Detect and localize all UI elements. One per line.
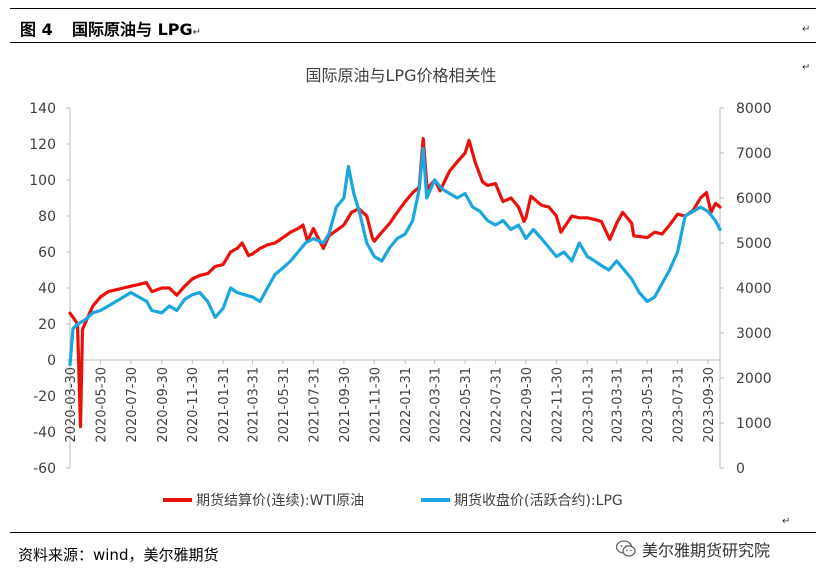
x-tick-label: 2023-07-31 bbox=[672, 367, 687, 443]
x-tick-label: 2021-11-30 bbox=[368, 367, 383, 443]
y-right-tick-label: 1000 bbox=[736, 416, 772, 432]
x-tick-label: 2021-07-31 bbox=[307, 367, 322, 443]
source-note: 资料来源：wind，美尔雅期货 bbox=[18, 546, 219, 564]
lpg-line bbox=[68, 146, 722, 367]
figure-header: 图 4 国际原油与 LPG↵ bbox=[10, 8, 816, 44]
paragraph-mark-icon: ↵ bbox=[802, 62, 811, 73]
y-right-tick-label: 2000 bbox=[736, 371, 772, 387]
header-top-rule bbox=[10, 8, 816, 9]
x-tick-label: 2021-05-31 bbox=[277, 367, 292, 443]
x-tick-label: 2020-07-30 bbox=[125, 367, 140, 443]
legend-label: 期货结算价(连续):WTI原油 bbox=[196, 492, 364, 509]
y-left-tick-label: 140 bbox=[29, 101, 56, 117]
x-tick-label: 2023-09-30 bbox=[702, 367, 717, 443]
wti-crude-line bbox=[68, 137, 722, 429]
x-tick-label: 2022-07-31 bbox=[490, 367, 505, 443]
footer-rule bbox=[10, 532, 816, 533]
y-left-tick-label: 0 bbox=[47, 353, 56, 369]
chart-axes: -60 -40 -20 0 20 40 60 80 100 120 140 0 1000 2000 3000… bbox=[29, 101, 771, 477]
watermark: 美尔雅期货研究院 bbox=[616, 536, 770, 562]
x-tick-label: 2023-05-31 bbox=[641, 367, 656, 443]
legend-label: 期货收盘价(活跃合约):LPG bbox=[454, 492, 623, 509]
y-left-tick-label: 40 bbox=[38, 281, 56, 297]
figure-label: 图 4 bbox=[20, 20, 53, 39]
x-tick-label: 2020-03-30 bbox=[64, 367, 79, 443]
y-right-tick-label: 3000 bbox=[736, 326, 772, 342]
x-tick-label: 2022-11-30 bbox=[550, 367, 565, 443]
y-right-tick-label: 7000 bbox=[736, 146, 772, 162]
x-tick-label: 2021-09-30 bbox=[338, 367, 353, 443]
y-left-tick-label: 20 bbox=[38, 317, 56, 333]
y-left-tick-label: -40 bbox=[33, 425, 56, 441]
paragraph-mark-icon: ↵ bbox=[192, 27, 202, 38]
y-right-tick-label: 0 bbox=[736, 461, 745, 477]
paragraph-mark-icon: ↵ bbox=[802, 24, 811, 35]
x-tick-label: 2022-03-31 bbox=[429, 367, 444, 443]
x-tick-label: 2022-05-31 bbox=[459, 367, 474, 443]
chart-legend: 期货结算价(连续):WTI原油 期货收盘价(活跃合约):LPG bbox=[163, 492, 623, 509]
y-left-tick-label: 120 bbox=[29, 137, 56, 153]
y-left-tick-label: -60 bbox=[33, 461, 56, 477]
y-left-tick-label: 60 bbox=[38, 245, 56, 261]
x-tick-label: 2023-03-31 bbox=[611, 367, 626, 443]
wechat-icon bbox=[616, 540, 636, 557]
x-tick-label: 2023-01-31 bbox=[581, 367, 596, 443]
watermark-text: 美尔雅期货研究院 bbox=[642, 541, 771, 560]
y-left-tick-label: 80 bbox=[38, 209, 56, 225]
y-right-tick-label: 4000 bbox=[736, 281, 772, 297]
x-tick-label: 2020-11-30 bbox=[186, 367, 201, 443]
x-tick-label: 2021-03-31 bbox=[247, 367, 262, 443]
figure-title: 国际原油与 LPG↵ bbox=[72, 16, 201, 40]
figure-footer: 资料来源：wind，美尔雅期货 美尔雅期货研究院 bbox=[10, 532, 816, 576]
figure-title-text: 国际原油与 LPG bbox=[72, 20, 193, 39]
y-left-tick-label: -20 bbox=[33, 389, 56, 405]
x-tick-label: 2020-09-30 bbox=[156, 367, 171, 443]
x-tick-label: 2021-01-31 bbox=[217, 367, 232, 443]
chart-series bbox=[68, 137, 722, 429]
paragraph-mark-icon: ↵ bbox=[782, 516, 791, 527]
x-tick-label: 2022-01-31 bbox=[399, 367, 414, 443]
y-right-tick-label: 5000 bbox=[736, 236, 772, 252]
y-right-tick-label: 8000 bbox=[736, 101, 772, 117]
chart-title: 国际原油与LPG价格相关性 bbox=[306, 66, 497, 85]
y-right-tick-label: 6000 bbox=[736, 191, 772, 207]
header-bottom-rule bbox=[10, 42, 816, 43]
x-tick-label: 2022-09-30 bbox=[520, 367, 535, 443]
x-tick-label: 2020-05-30 bbox=[94, 367, 109, 443]
y-left-tick-label: 100 bbox=[29, 173, 56, 189]
